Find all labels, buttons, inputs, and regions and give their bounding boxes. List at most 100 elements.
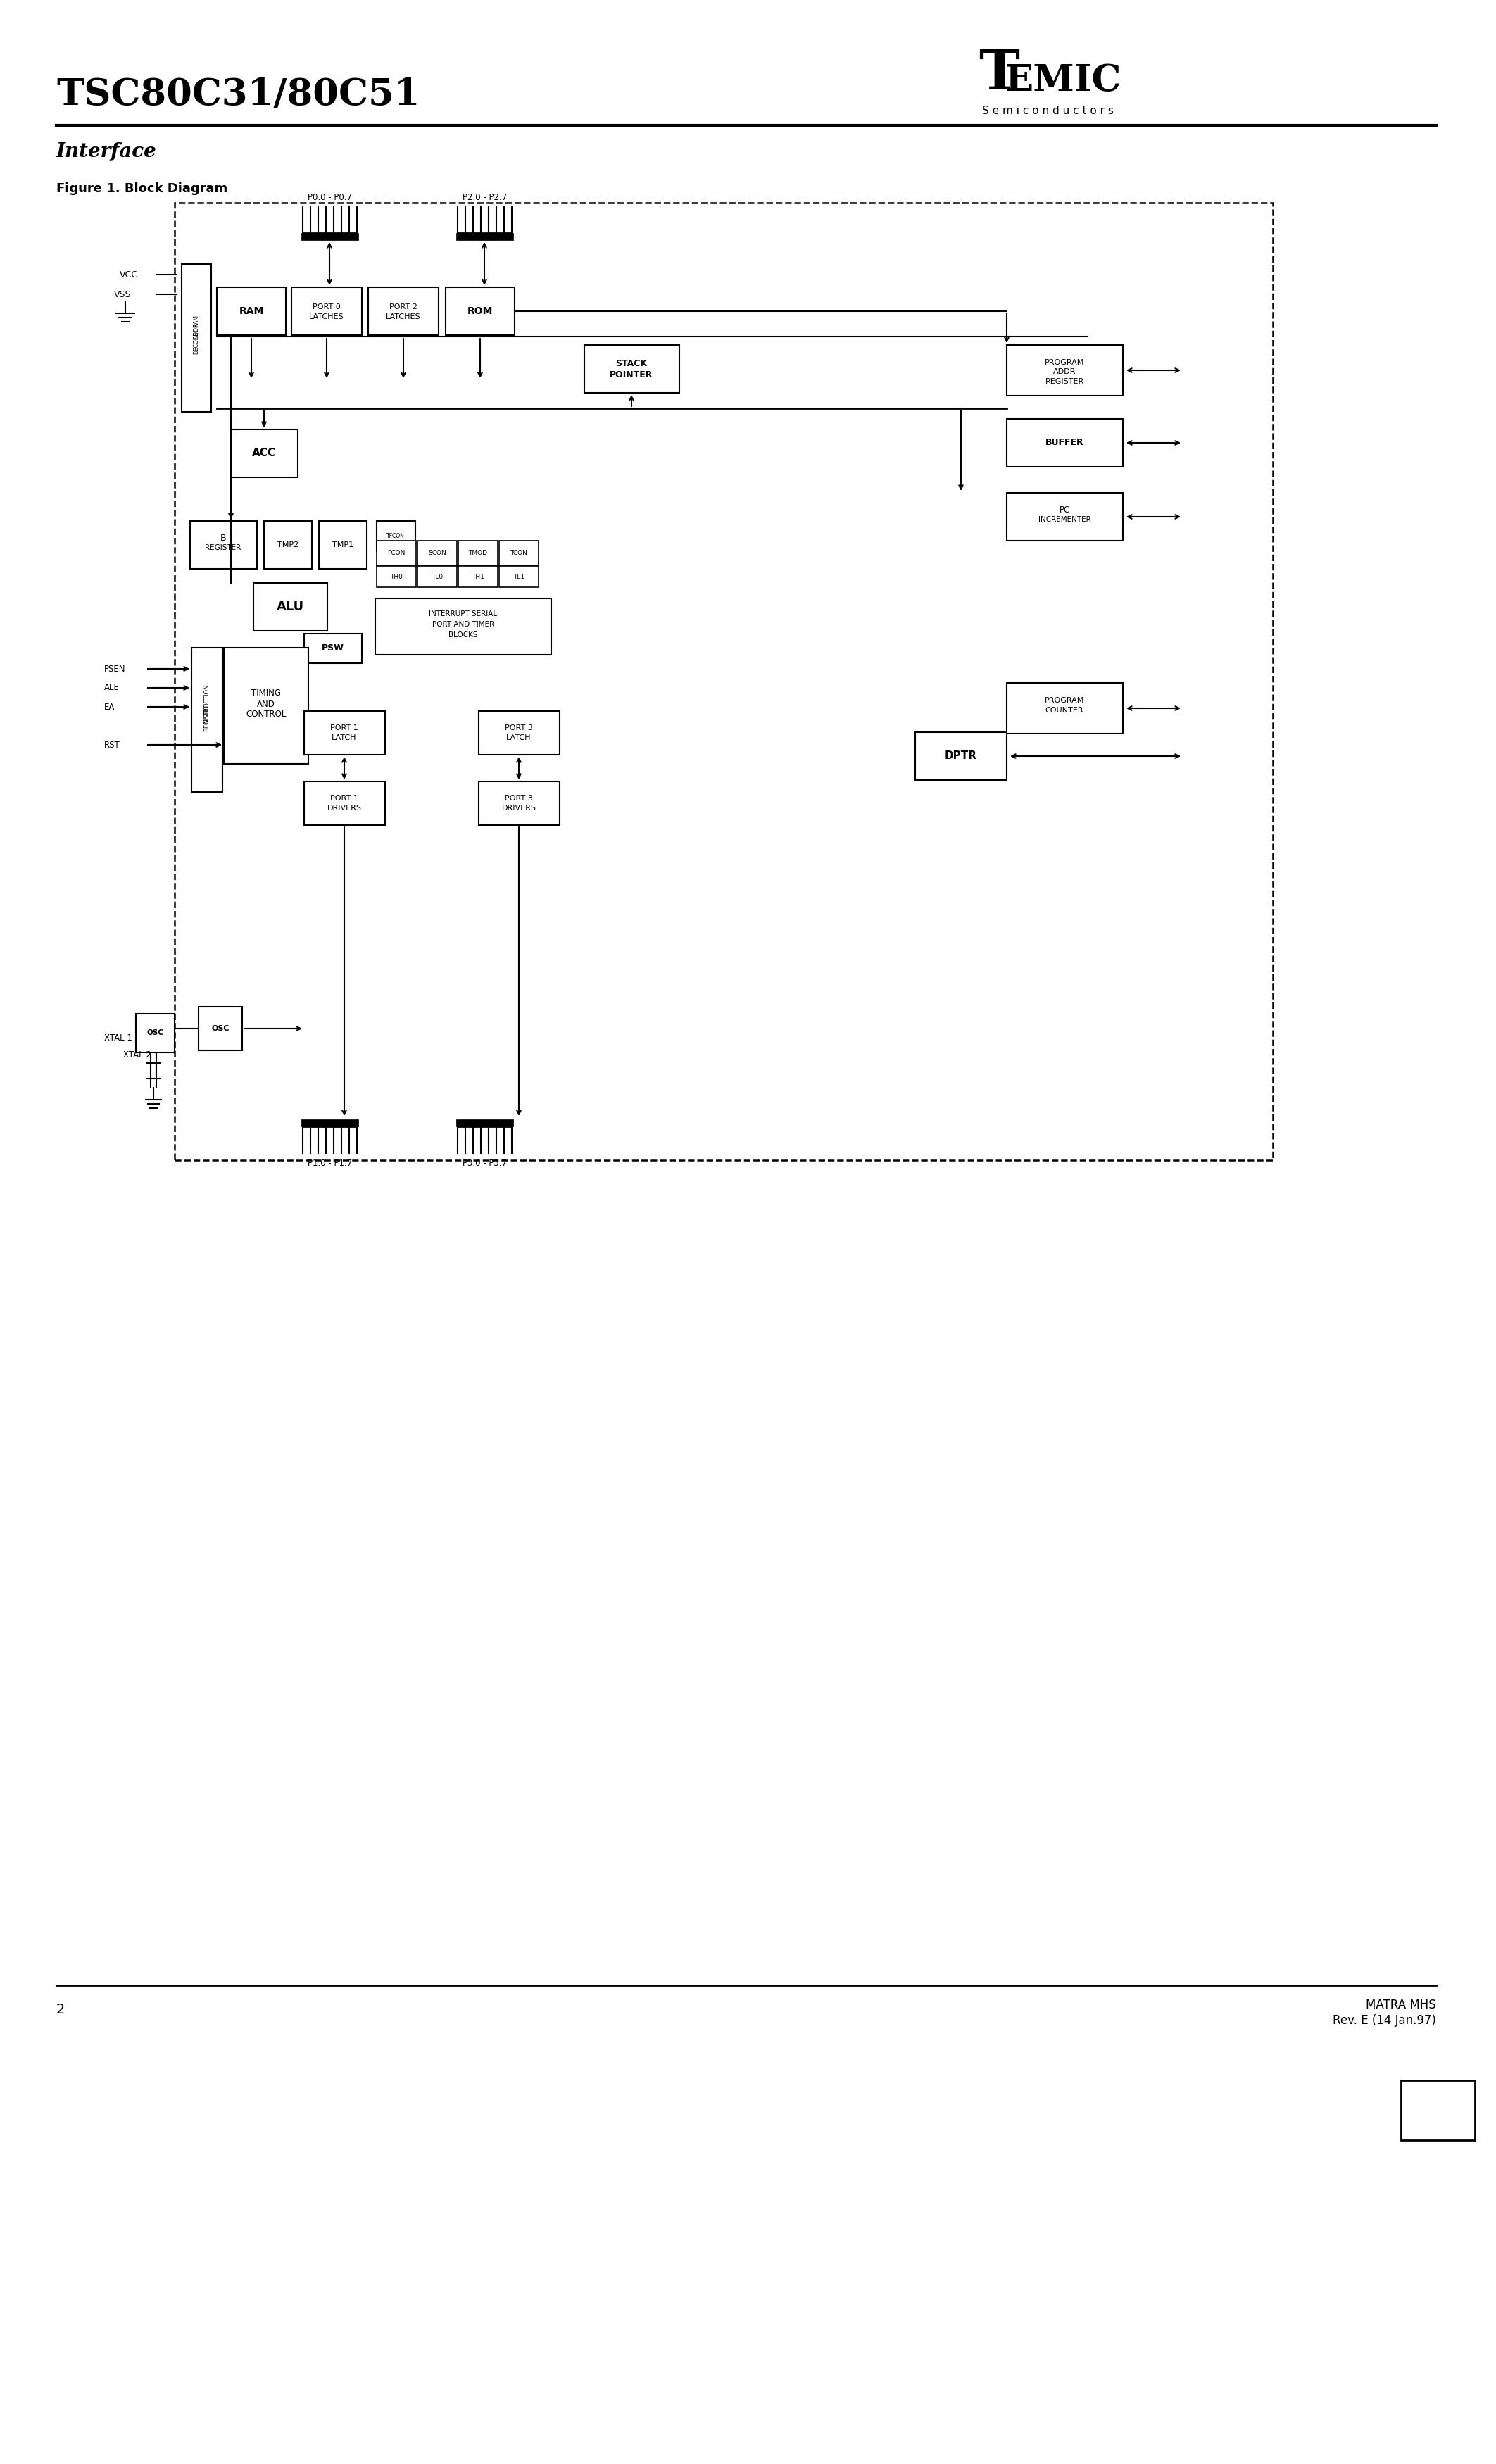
Text: TMP2: TMP2 [277,542,299,549]
Text: MATRA MHS: MATRA MHS [1366,1998,1436,2011]
Text: ROM: ROM [467,306,494,315]
Text: RST: RST [105,739,120,749]
Bar [199,1008,242,1050]
Text: DPTR: DPTR [945,752,977,761]
Text: VCC: VCC [120,271,138,278]
Text: 2: 2 [57,2003,64,2016]
Text: BLOCKS: BLOCKS [449,631,477,638]
Text: VSS: VSS [114,291,132,298]
Bar [377,520,416,549]
Text: PROGRAM: PROGRAM [1044,697,1085,705]
Text: AND: AND [257,700,275,710]
Text: P0.0 - P0.7: P0.0 - P0.7 [308,192,352,202]
Text: TH1: TH1 [471,574,485,579]
Text: DECODE: DECODE [193,333,199,355]
Text: TCON: TCON [510,549,528,557]
Text: XTAL 1: XTAL 1 [105,1035,132,1042]
Bar [458,540,498,567]
Bar [301,234,359,239]
Text: ADDR: ADDR [1053,367,1076,375]
Bar [292,288,362,335]
Text: TSC80C31/80C51: TSC80C31/80C51 [57,76,420,113]
Bar [375,599,551,655]
Bar [224,648,308,764]
Text: XTAL 2: XTAL 2 [123,1050,151,1060]
Text: TIMING: TIMING [251,690,281,697]
Text: POINTER: POINTER [610,370,654,379]
Text: PC: PC [1059,505,1070,515]
Bar [456,234,513,239]
Text: PORT 1: PORT 1 [331,724,358,732]
Bar [230,429,298,478]
Bar [304,633,362,663]
Text: B: B [220,532,226,542]
Bar [253,584,328,631]
Text: INCREMENTER: INCREMENTER [1038,515,1091,522]
Bar [368,288,438,335]
Bar [175,202,1273,1161]
Text: TMOD: TMOD [468,549,488,557]
Text: COUNTER: COUNTER [1046,707,1083,715]
Bar [190,520,257,569]
Text: EMIC: EMIC [1005,64,1122,99]
Bar [217,288,286,335]
Text: TL0: TL0 [431,574,443,579]
Text: PORT 0: PORT 0 [313,303,341,310]
Text: PORT 2: PORT 2 [389,303,417,310]
Text: PORT 3: PORT 3 [504,796,533,801]
Text: P3.0 - P3.7: P3.0 - P3.7 [462,1158,507,1168]
Text: ALU: ALU [277,601,304,614]
Bar [585,345,679,392]
Bar [304,712,384,754]
Bar [479,781,560,825]
Text: Rev. E (14 Jan.97): Rev. E (14 Jan.97) [1333,2013,1436,2028]
Text: LATCHES: LATCHES [386,313,420,320]
Bar [1007,493,1123,540]
Bar [446,288,515,335]
Bar [304,781,384,825]
Bar [500,567,539,586]
Text: PORT AND TIMER: PORT AND TIMER [432,621,494,628]
Text: TFCON: TFCON [386,532,405,540]
Text: DRIVERS: DRIVERS [328,806,362,811]
Text: LATCHES: LATCHES [310,313,344,320]
Bar [136,1013,175,1052]
Bar [377,567,416,586]
Bar [1400,2080,1475,2141]
Bar [1007,419,1123,466]
Text: LATCH: LATCH [332,734,356,742]
Bar [916,732,1007,781]
Text: LATCH: LATCH [506,734,531,742]
Text: Interface: Interface [57,143,157,160]
Text: REGISTER: REGISTER [1046,377,1085,384]
Text: P2.0 - P2.7: P2.0 - P2.7 [462,192,507,202]
Text: SCON: SCON [428,549,446,557]
Text: PSW: PSW [322,643,344,653]
Bar [191,648,223,791]
Text: ADDR: ADDR [193,323,199,338]
Bar [1007,683,1123,734]
Text: TH0: TH0 [390,574,402,579]
Text: PORT 1: PORT 1 [331,796,358,801]
Text: INTERRUPT SERIAL: INTERRUPT SERIAL [429,611,498,618]
Text: T: T [978,47,1019,101]
Text: REGISTER: REGISTER [205,545,241,552]
Bar [319,520,367,569]
Text: ALE: ALE [105,683,120,692]
Text: PROGRAM: PROGRAM [1044,360,1085,367]
Text: EA: EA [105,702,115,712]
Bar [417,540,456,567]
Text: ACC: ACC [251,448,275,458]
Text: P1.0 - P1.7: P1.0 - P1.7 [308,1158,352,1168]
Bar [456,1119,513,1126]
Text: RAM: RAM [239,306,263,315]
Bar [1007,345,1123,397]
Text: TL1: TL1 [513,574,525,579]
Text: PSEN: PSEN [105,665,126,673]
Text: CONTROL: CONTROL [245,710,286,719]
Text: OSC: OSC [147,1030,163,1037]
Text: Figure 1. Block Diagram: Figure 1. Block Diagram [57,182,227,195]
Bar [377,540,416,567]
Text: REGISTER: REGISTER [203,702,209,732]
Text: PORT 3: PORT 3 [504,724,533,732]
